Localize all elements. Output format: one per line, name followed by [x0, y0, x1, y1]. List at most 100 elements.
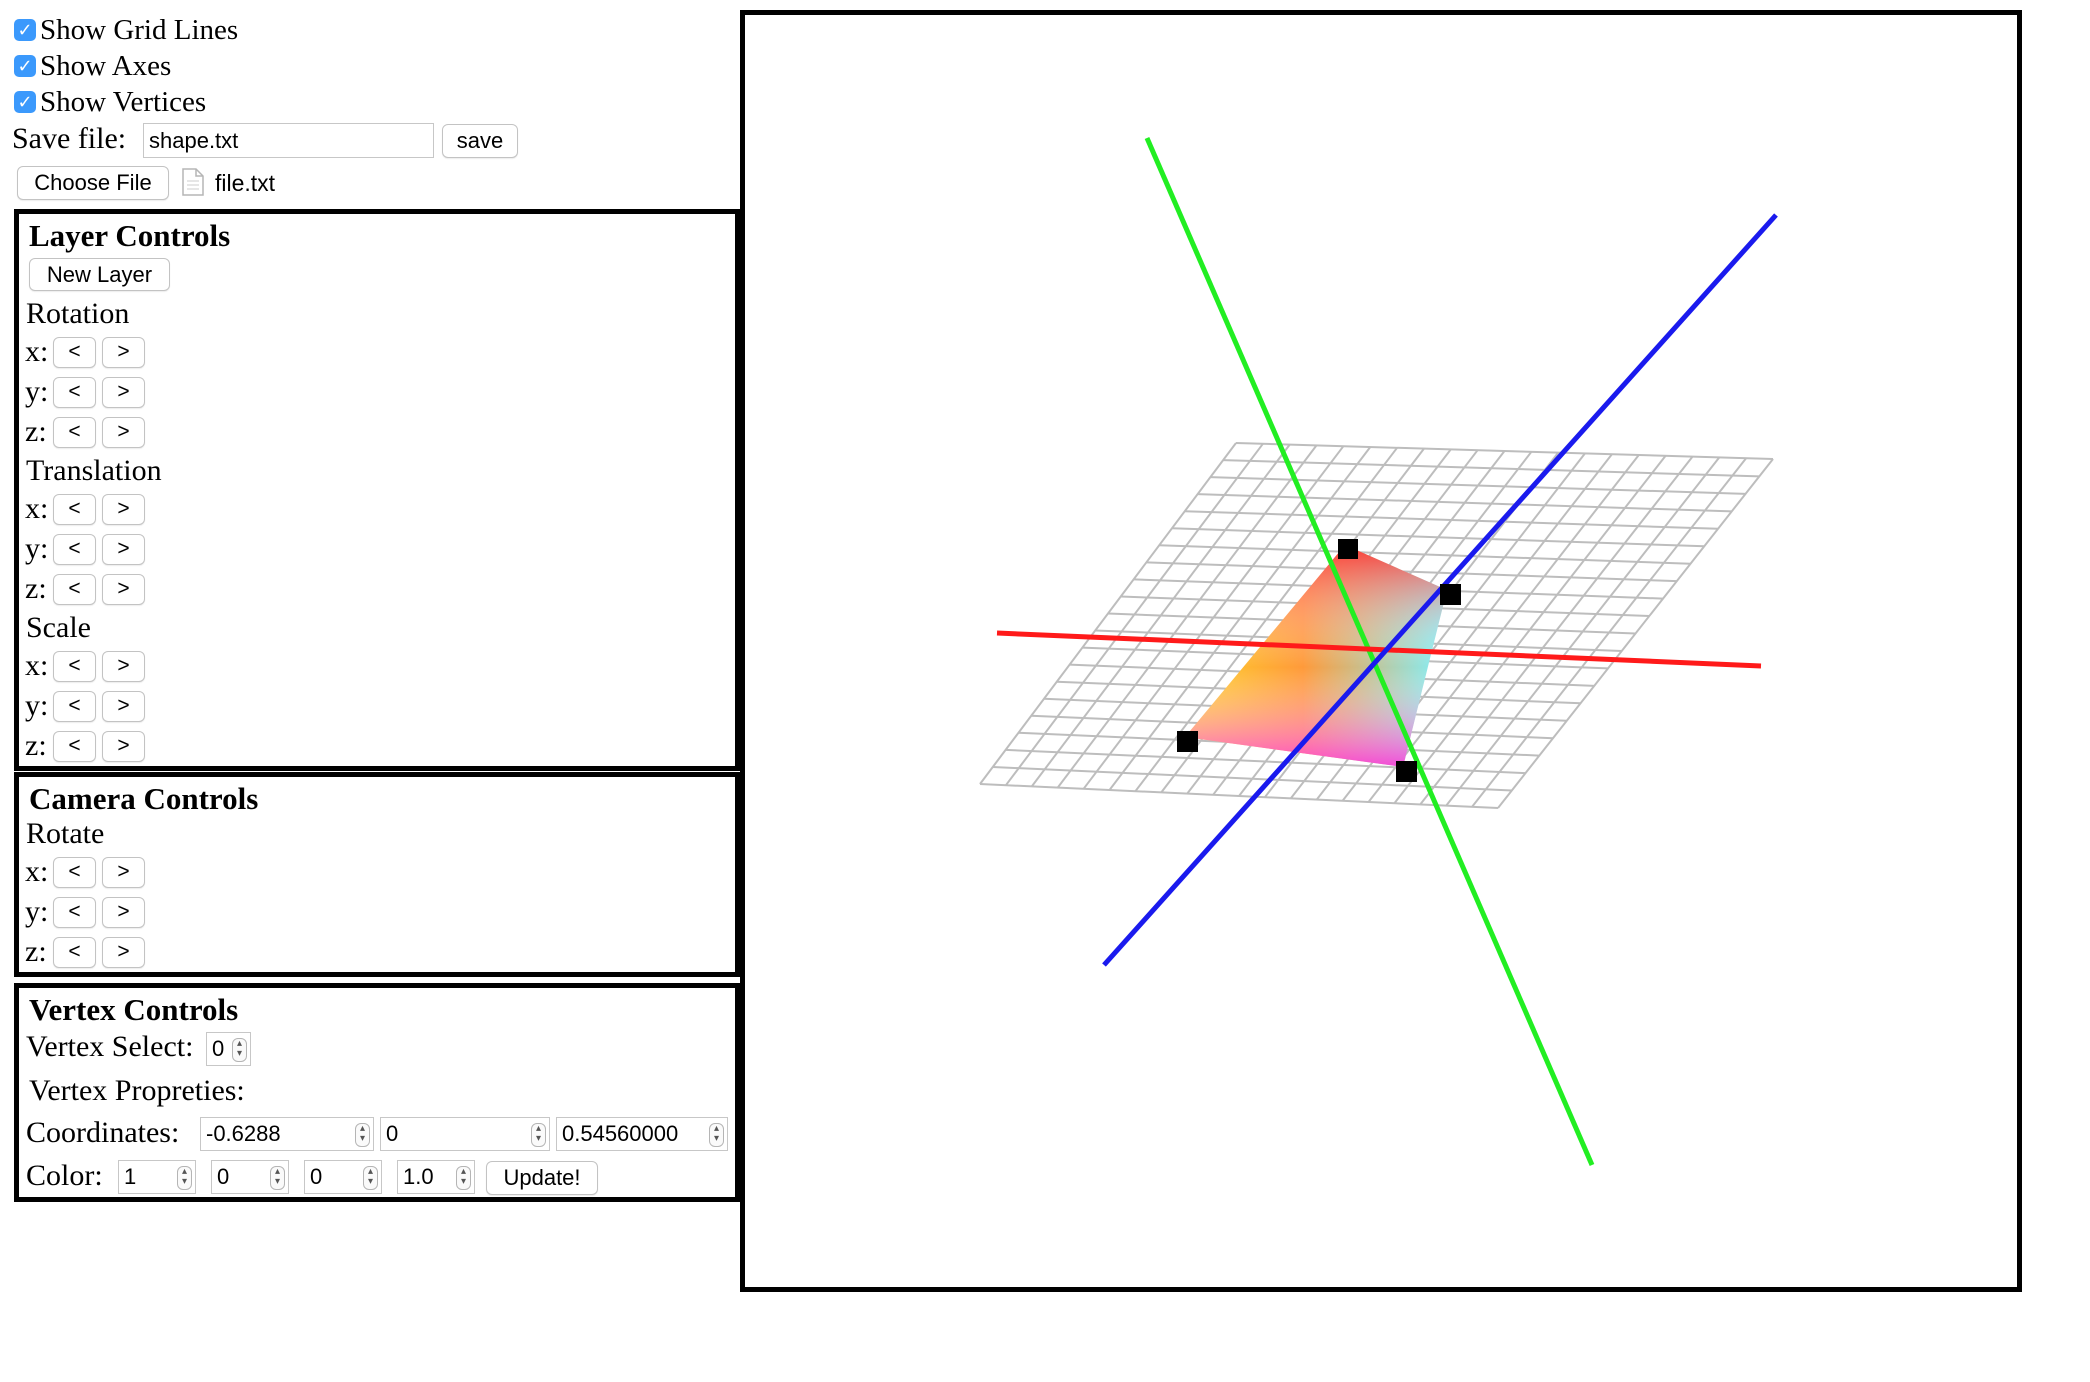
coordinate-x-value: -0.6288 [206, 1121, 281, 1146]
layer-scale-x-decrease-button[interactable]: < [53, 650, 96, 682]
layer-translation-z-increase-button[interactable]: > [102, 573, 145, 605]
vertex-properties-label: Vertex Propreties: [29, 1074, 245, 1107]
coordinate-y-input[interactable]: 0 ▴ ▾ [380, 1117, 550, 1151]
show-vertices-checkbox[interactable]: ✓ [14, 91, 36, 113]
rotation-label: Rotation [26, 297, 130, 330]
new-layer-button[interactable]: New Layer [29, 258, 170, 291]
show-axes-option[interactable]: ✓ Show Axes [14, 49, 171, 83]
layer-translation-y-row: y: < > [25, 532, 151, 565]
camera-rotate-label: Rotate [26, 817, 105, 850]
color-alpha-spinner-icon[interactable]: ▴ ▾ [456, 1166, 471, 1190]
show-vertices-label: Show Vertices [40, 85, 207, 118]
color-green-input[interactable]: 0 ▴ ▾ [211, 1160, 289, 1194]
layer-rotation-y-row: y: < > [25, 375, 151, 408]
save-button[interactable]: save [442, 124, 518, 158]
layer-rotation-z-increase-button[interactable]: > [102, 416, 145, 448]
color-alpha-value: 1.0 [403, 1164, 434, 1189]
coordinate-y-value: 0 [386, 1121, 399, 1146]
camera-rotate-y-row: y: < > [25, 895, 151, 928]
axis-z-label: z: [25, 729, 47, 762]
layer-translation-x-row: x: < > [25, 492, 151, 525]
grid-line [1367, 454, 1640, 803]
vertex-marker[interactable] [1338, 539, 1358, 559]
grid-line [992, 766, 1512, 792]
layer-scale-z-increase-button[interactable]: > [102, 730, 145, 762]
layer-rotation-x-increase-button[interactable]: > [102, 336, 145, 368]
grid-line [1005, 748, 1526, 775]
layer-translation-z-decrease-button[interactable]: < [53, 573, 96, 605]
layer-scale-z-decrease-button[interactable]: < [53, 730, 96, 762]
coordinate-z-spinner-icon[interactable]: ▴ ▾ [709, 1123, 724, 1147]
vertex-select-spinner-icon[interactable]: ▴ ▾ [232, 1038, 247, 1062]
camera-rotate-z-decrease-button[interactable]: < [53, 936, 96, 968]
translation-label: Translation [26, 454, 162, 487]
camera-rotate-y-decrease-button[interactable]: < [53, 896, 96, 928]
save-filename-input[interactable]: shape.txt [143, 123, 434, 158]
scale-label: Scale [26, 611, 91, 644]
choose-file-button[interactable]: Choose File [17, 166, 169, 200]
color-red-spinner-icon[interactable]: ▴ ▾ [177, 1166, 192, 1190]
layer-translation-x-increase-button[interactable]: > [102, 493, 145, 525]
color-blue-input[interactable]: 0 ▴ ▾ [304, 1160, 382, 1194]
vertex-marker[interactable] [1440, 584, 1461, 605]
camera-controls-title: Camera Controls [29, 781, 259, 816]
camera-rotate-x-increase-button[interactable]: > [102, 856, 145, 888]
color-green-spinner-icon[interactable]: ▴ ▾ [270, 1166, 285, 1190]
layer-rotation-y-increase-button[interactable]: > [102, 376, 145, 408]
layer-rotation-x-decrease-button[interactable]: < [53, 336, 96, 368]
axis-x-label: x: [25, 855, 49, 888]
layer-translation-y-increase-button[interactable]: > [102, 533, 145, 565]
layer-scale-y-decrease-button[interactable]: < [53, 690, 96, 722]
shape-face [1185, 545, 1447, 767]
axis-z-label: z: [25, 572, 47, 605]
color-label: Color: [26, 1159, 103, 1192]
grid-line [1393, 455, 1667, 804]
layer-scale-y-increase-button[interactable]: > [102, 690, 145, 722]
camera-rotate-z-row: z: < > [25, 935, 151, 968]
layer-rotation-z-row: z: < > [25, 415, 151, 448]
coordinate-x-spinner-icon[interactable]: ▴ ▾ [355, 1123, 370, 1147]
color-blue-spinner-icon[interactable]: ▴ ▾ [363, 1166, 378, 1190]
render-canvas[interactable] [740, 10, 2022, 1292]
show-axes-checkbox[interactable]: ✓ [14, 55, 36, 77]
camera-rotate-y-increase-button[interactable]: > [102, 896, 145, 928]
layer-rotation-z-decrease-button[interactable]: < [53, 416, 96, 448]
color-green-value: 0 [217, 1164, 230, 1189]
axis-y-label: y: [25, 895, 49, 928]
color-alpha-input[interactable]: 1.0 ▴ ▾ [397, 1160, 475, 1194]
axis-x-label: x: [25, 335, 49, 368]
camera-controls-panel: Camera Controls Rotate x: < > y: < > z: … [14, 772, 740, 977]
update-button[interactable]: Update! [486, 1161, 598, 1195]
layer-controls-panel: Layer Controls New Layer Rotation x: < >… [14, 209, 740, 771]
vertex-select-input[interactable]: 0 ▴ ▾ [206, 1032, 251, 1066]
coordinate-y-spinner-icon[interactable]: ▴ ▾ [531, 1123, 546, 1147]
shape-face-overlay [1185, 545, 1447, 767]
grid-line [1497, 458, 1774, 809]
show-grid-lines-checkbox[interactable]: ✓ [14, 19, 36, 41]
file-icon [182, 168, 204, 196]
camera-rotate-x-decrease-button[interactable]: < [53, 856, 96, 888]
chosen-file-name: file.txt [215, 170, 276, 196]
axis-x-label: x: [25, 649, 49, 682]
layer-translation-x-decrease-button[interactable]: < [53, 493, 96, 525]
show-vertices-option[interactable]: ✓ Show Vertices [14, 85, 206, 119]
coordinate-x-input[interactable]: -0.6288 ▴ ▾ [200, 1117, 374, 1151]
camera-rotate-z-increase-button[interactable]: > [102, 936, 145, 968]
show-grid-lines-option[interactable]: ✓ Show Grid Lines [14, 13, 238, 47]
axis-y-label: y: [25, 689, 49, 722]
coordinate-z-input[interactable]: 0.54560000 ▴ ▾ [556, 1117, 728, 1151]
layer-rotation-y-decrease-button[interactable]: < [53, 376, 96, 408]
color-red-input[interactable]: 1 ▴ ▾ [118, 1160, 196, 1194]
grid-line [1471, 457, 1747, 808]
camera-rotate-x-row: x: < > [25, 855, 151, 888]
axis-y-label: y: [25, 532, 49, 565]
layer-translation-y-decrease-button[interactable]: < [53, 533, 96, 565]
layer-controls-title: Layer Controls [29, 218, 231, 253]
layer-scale-x-increase-button[interactable]: > [102, 650, 145, 682]
axis-y-label: y: [25, 375, 49, 408]
vertex-marker[interactable] [1177, 731, 1198, 752]
vertex-markers [1177, 539, 1461, 782]
grid-line [979, 783, 1499, 809]
vertex-marker[interactable] [1396, 761, 1417, 782]
axis-z-label: z: [25, 935, 47, 968]
